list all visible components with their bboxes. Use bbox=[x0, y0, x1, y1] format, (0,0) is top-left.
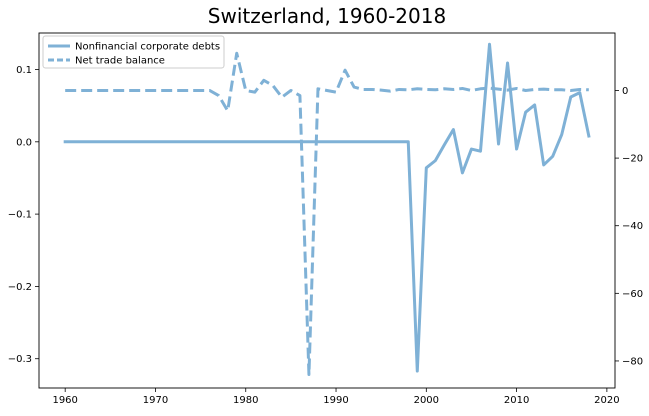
y-left-tick-label: 0.1 bbox=[16, 65, 32, 76]
x-tick-label: 1960 bbox=[52, 395, 77, 406]
axes: 1960 1970 1980 1990 2000 2010 2020 0.1 0.0 −0.1 −0… bbox=[8, 65, 643, 406]
y-right-tick-label: 0 bbox=[622, 86, 628, 97]
y-left-tick-label: −0.1 bbox=[8, 210, 32, 221]
legend-box bbox=[42, 35, 225, 69]
y-right-tick-label: −60 bbox=[622, 289, 643, 300]
plot-frame bbox=[38, 32, 616, 389]
series-line-1 bbox=[63, 42, 591, 373]
x-tick-label: 2000 bbox=[414, 395, 439, 406]
x-tick-label: 1990 bbox=[323, 395, 348, 406]
x-tick-label: 1980 bbox=[233, 395, 258, 406]
legend-label-2: Net trade balance bbox=[75, 56, 165, 67]
x-tick-label: 2020 bbox=[594, 395, 619, 406]
y-left-tick-label: −0.2 bbox=[8, 282, 32, 293]
y-left-tick-label: −0.3 bbox=[8, 354, 32, 365]
legend: Nonfinancial corporate debts Net trade ba… bbox=[42, 35, 225, 69]
y-right-tick-label: −80 bbox=[622, 356, 643, 367]
y-left-tick-label: 0.0 bbox=[16, 137, 32, 148]
y-right-tick-label: −20 bbox=[622, 154, 643, 165]
x-tick-label: 1970 bbox=[143, 395, 168, 406]
series-line-2 bbox=[65, 51, 589, 376]
x-tick-label: 2010 bbox=[504, 395, 529, 406]
legend-label-1: Nonfinancial corporate debts bbox=[75, 42, 220, 53]
plot-area bbox=[63, 42, 591, 376]
chart-title: Switzerland, 1960-2018 bbox=[208, 4, 446, 28]
y-right-tick-label: −40 bbox=[622, 221, 643, 232]
